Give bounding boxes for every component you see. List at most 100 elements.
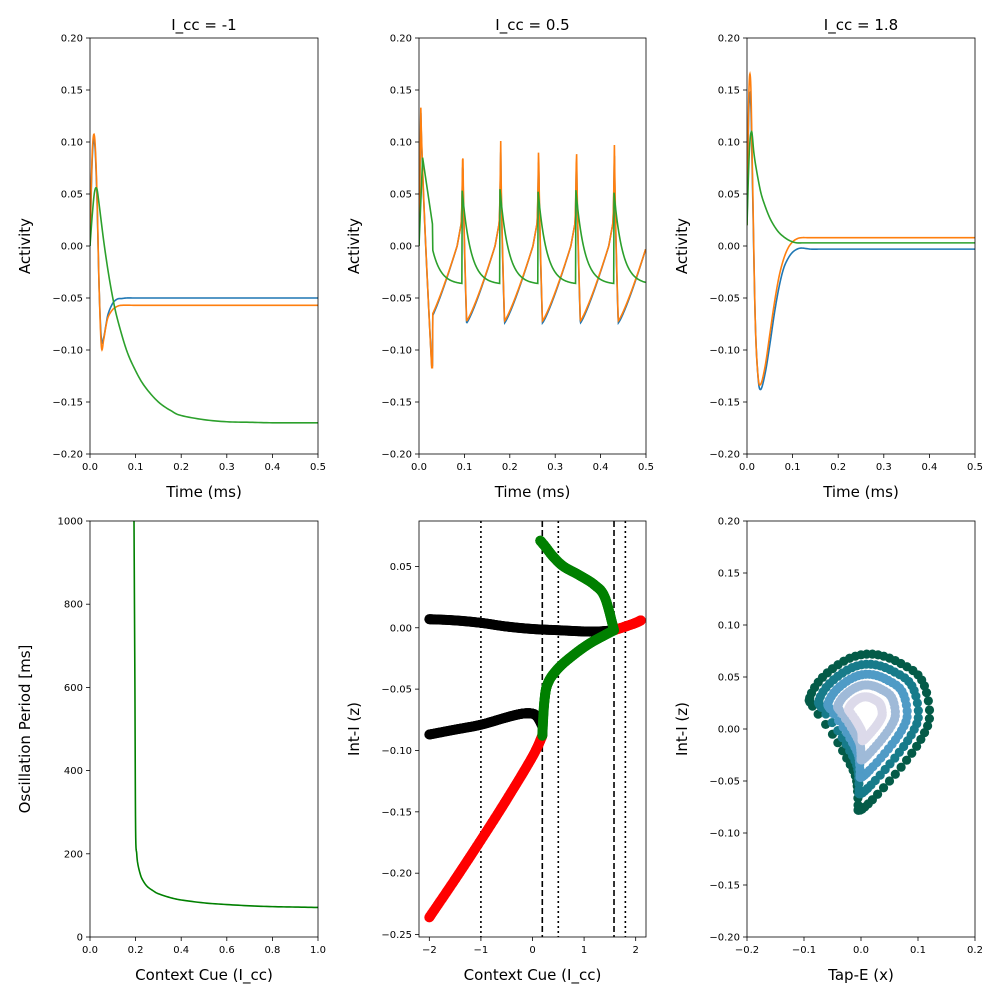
y-tick-label: 0.20 [718,34,740,45]
axes-frame [418,520,647,938]
plot-area [747,70,975,391]
y-tick-label: −0.15 [381,398,412,409]
axes-frame [746,37,976,455]
y-tick-label: 0.05 [61,190,83,201]
limit-cycle-point [907,748,917,758]
x-tick-label: 0.6 [219,945,235,956]
chart-panel-5: −2 −1 0 1 2 −0.25 −0.20 −0.15 −0.10 −0.05 0.00 0.05… [345,520,647,985]
limit-cycle-point [912,741,922,751]
y-tick-label: 0.00 [718,725,740,736]
y-tick-label: −0.10 [381,746,412,757]
limit-cycle-point [912,698,922,708]
plot-area [90,132,318,424]
axes-frame [746,520,976,938]
y-tick-label: −0.10 [709,829,740,840]
y-tick-label: 0.10 [718,138,740,149]
y-tick-label: −0.20 [381,450,412,461]
x-tick-label: 0.4 [264,462,280,473]
panel-title: I_cc = -1 [171,16,236,35]
y-tick-label: 200 [64,849,83,860]
y-tick-label: 1000 [58,517,83,528]
y-axis-label: Activity [345,218,363,274]
y-tick-label: −0.20 [709,450,740,461]
y-tick-label: −0.10 [709,346,740,357]
y-axis-label: Activity [673,218,691,274]
y-tick-label: 0.15 [718,569,740,580]
limit-cycle-point [854,789,864,799]
x-tick-label: −2 [422,945,437,956]
y-tick-label: −0.20 [52,450,83,461]
y-tick-label: 400 [64,766,83,777]
x-tick-label: −0.2 [735,945,759,956]
x-tick-label: 0.3 [547,462,563,473]
series-line-1 [133,521,318,909]
x-tick-label: 0.4 [921,462,937,473]
x-tick-label: 0.0 [82,462,98,473]
x-tick-label: 0.0 [739,462,755,473]
limit-cycle-point [890,769,900,779]
plot-area [133,521,318,909]
x-tick-label: 0.2 [967,945,983,956]
y-tick-label: 0.00 [390,242,412,253]
y-tick-label: −0.25 [381,930,412,941]
chart-panel-3: 0.0 0.1 0.2 0.3 0.4 0.5 −0.20 −0.15 −0.10 −0.05 0.… [673,16,983,501]
x-tick-label: 1 [581,945,587,956]
y-tick-label: −0.15 [381,807,412,818]
x-tick-label: 0.1 [910,945,926,956]
x-tick-label: 0.0 [82,945,98,956]
y-tick-label: −0.05 [709,294,740,305]
series-line-3 [419,157,646,285]
x-tick-label: 0.2 [502,462,518,473]
x-tick-label: −0.1 [792,945,816,956]
x-tick-label: 0.3 [219,462,235,473]
y-tick-label: −0.05 [709,777,740,788]
y-tick-label: 600 [64,683,83,694]
limit-cycle-point [921,688,932,698]
limit-cycle-point [884,776,895,786]
plot-area [804,649,935,815]
limit-cycle-point [902,755,912,765]
x-tick-label: 0.1 [456,462,472,473]
limit-cycle-point [856,755,866,765]
limit-cycle-point [896,762,906,772]
y-tick-label: −0.10 [52,346,83,357]
y-tick-label: −0.05 [381,685,412,696]
y-tick-label: −0.05 [381,294,412,305]
limit-cycle-point [857,735,867,746]
y-tick-label: 0.15 [390,86,412,97]
y-tick-label: 0.15 [718,86,740,97]
branch-point [635,615,646,626]
series-line-2 [419,107,646,369]
x-tick-label: 0.4 [593,462,609,473]
y-axis-label: Activity [16,218,34,274]
limit-cycle-point [916,734,926,745]
chart-panel-2: 0.0 0.1 0.2 0.3 0.4 0.5 −0.20 −0.15 −0.10 −0.05 0.… [345,16,654,501]
x-axis-label: Time (ms) [165,483,242,501]
y-tick-label: −0.20 [381,869,412,880]
branch-point [609,625,620,636]
y-tick-label: 0.05 [390,190,412,201]
y-tick-label: 0.05 [718,673,740,684]
x-tick-label: 0.0 [853,945,869,956]
x-tick-label: 0.8 [264,945,280,956]
y-tick-label: 0.10 [390,138,412,149]
axes-frame [89,520,319,938]
x-tick-label: 0.1 [785,462,801,473]
x-axis-label: Tap-E (x) [827,966,894,984]
x-tick-label: 0.5 [310,462,326,473]
x-tick-label: 0.5 [967,462,983,473]
y-tick-label: 0.20 [61,34,83,45]
x-tick-label: 0.2 [128,945,144,956]
limit-cycle-point [911,691,921,701]
x-tick-label: 0.2 [830,462,846,473]
y-tick-label: 0.20 [390,34,412,45]
plot-area [424,521,646,937]
y-tick-label: −0.20 [709,933,740,944]
x-tick-label: −1 [474,945,489,956]
y-tick-label: 0.00 [390,623,412,634]
limit-cycle-point [853,805,863,815]
panel-title: I_cc = 1.8 [824,16,898,35]
y-axis-label: Oscillation Period [ms] [16,645,34,814]
limit-cycle-point [924,714,935,724]
x-tick-label: 0.5 [638,462,654,473]
